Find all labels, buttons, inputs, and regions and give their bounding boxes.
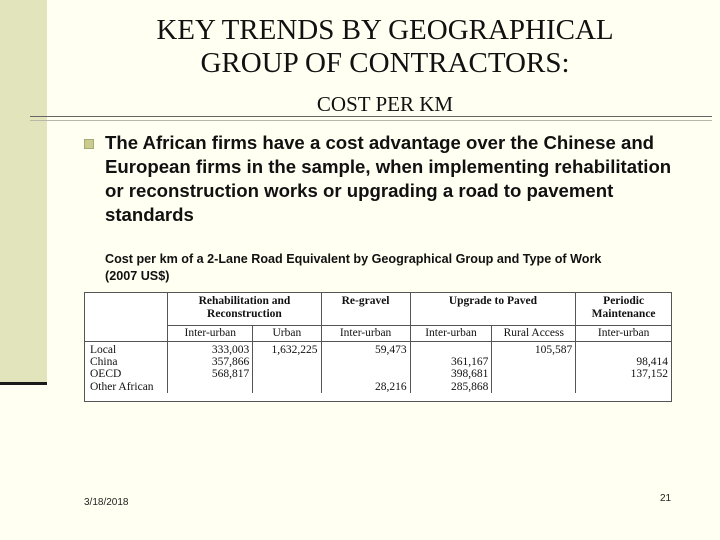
table-cell [321,356,411,369]
side-accent-underline [0,382,47,385]
group-header-maintenance: Periodic Maintenance [575,293,671,326]
table-cell [321,368,411,381]
cost-table-container: Rehabilitation and Reconstruction Re-gra… [84,292,672,402]
table-cell [491,368,577,381]
table-cell: 333,003 [167,341,254,357]
subheader: Inter-urban [167,325,254,342]
table-cell [167,380,254,393]
subheader: Rural Access [491,325,577,342]
cost-table: Rehabilitation and Reconstruction Re-gra… [85,293,671,393]
subheader: Inter-urban [410,325,493,342]
subheader: Inter-urban [321,325,411,342]
table-cell [252,368,322,381]
table-cell [576,381,671,393]
table-cell: 137,152 [630,368,668,381]
table-caption: Cost per km of a 2-Lane Road Equivalent … [105,251,675,285]
table-row: China 357,866 361,167 98,414 [85,356,671,369]
group-header-rehabilitation: Rehabilitation and Reconstruction [167,293,322,326]
row-label: China [85,356,169,369]
side-accent-bar [0,0,47,382]
bullet-text: The African firms have a cost advantage … [105,132,672,225]
table-cell: 568,817 [167,368,254,381]
caption-line-1: Cost per km of a 2-Lane Road Equivalent … [105,252,602,266]
group-header-regravel: Re-gravel [321,293,411,326]
title-divider-shadow [30,120,712,121]
table-cell [252,380,322,393]
table-cell: 398,681 [410,368,493,381]
table-cell: 1,632,225 [252,341,322,357]
caption-line-2: (2007 US$) [105,269,170,283]
subheader: Urban [252,325,322,342]
table-cell [252,356,322,369]
table-cell: 98,414 [636,356,668,369]
row-label: Local [85,341,169,357]
table-row: OECD 568,817 398,681 137,152 [85,368,671,381]
row-label: Other African [85,380,169,393]
subheader: Inter-urban [575,325,671,342]
title-divider [30,116,712,117]
table-cell: 357,866 [167,356,254,369]
table-cell: 28,216 [321,380,411,393]
table-cell: 361,167 [410,356,493,369]
page-number: 21 [660,493,672,504]
table-cell: 105,587 [491,341,577,357]
slide-subtitle: COST PER KM [316,92,454,116]
table-row: Local 333,003 1,632,225 59,473 105,587 [85,341,671,357]
table-cell [491,380,577,393]
table-cell: 285,868 [410,380,493,393]
slide-title: KEY TRENDS BY GEOGRAPHICAL GROUP OF CONT… [60,14,710,80]
title-line-1: KEY TRENDS BY GEOGRAPHICAL [156,14,614,46]
table-cell [576,342,671,357]
footer-date: 3/18/2018 [84,497,129,508]
row-label: OECD [85,368,169,381]
bullet-square-icon [84,139,94,149]
table-cell [410,341,493,357]
header-empty [85,293,169,342]
group-header-upgrade: Upgrade to Paved [410,293,577,326]
title-line-2: GROUP OF CONTRACTORS: [200,47,570,79]
table-cell: 59,473 [321,341,411,357]
table-cell [491,356,577,369]
table-row: Other African 28,216 285,868 [85,380,671,393]
